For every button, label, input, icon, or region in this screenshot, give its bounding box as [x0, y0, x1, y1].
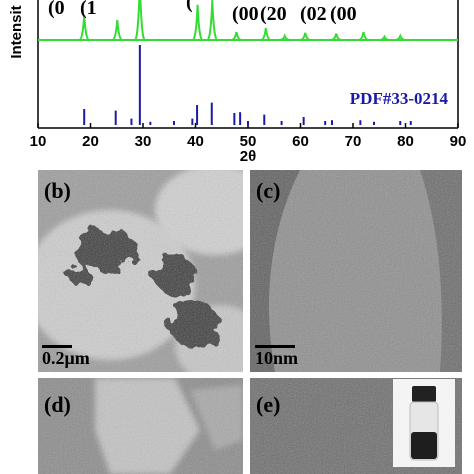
- xrd-peak: [111, 19, 123, 41]
- panel-label: (d): [44, 392, 71, 417]
- tem-image: [38, 170, 243, 372]
- hrtem-image: [250, 170, 462, 372]
- sem-image: [38, 378, 243, 474]
- peak-label: (20: [260, 3, 287, 25]
- xrd-peak: [379, 34, 390, 41]
- x-tick-label: 30: [135, 133, 152, 150]
- x-tick-label: 20: [82, 133, 99, 150]
- xrd-peak: [260, 27, 272, 41]
- panel-label: (c): [256, 178, 280, 203]
- xrd-peak: [300, 32, 311, 41]
- xrd-peak: [331, 33, 342, 41]
- xrd-peak: [279, 33, 290, 41]
- xrd-peak: [78, 15, 90, 41]
- x-tick-label: 10: [30, 133, 47, 150]
- xrd-peak: [206, 0, 218, 41]
- xrd-peak: [231, 31, 242, 41]
- x-tick-label: 70: [345, 133, 362, 150]
- peak-label: (0: [48, 0, 65, 19]
- legend-label: PDF#33-0214: [350, 89, 449, 108]
- xrd-peak: [358, 31, 369, 41]
- x-tick-label: 40: [187, 133, 204, 150]
- x-tick-label: 50: [240, 133, 257, 150]
- peak-label: (1: [80, 0, 97, 19]
- y-axis-label: Intensit: [8, 5, 25, 58]
- x-tick-label: 60: [292, 133, 309, 150]
- peak-label: (00: [232, 3, 259, 25]
- scale-bar: [255, 345, 295, 348]
- panel-label: (e): [256, 392, 280, 417]
- scale-bar-label: 0.2μm: [42, 348, 90, 368]
- scale-bar: [42, 345, 72, 348]
- xrd-peak: [133, 0, 146, 41]
- sem-image: [250, 378, 462, 474]
- x-axis-label: 2θ: [240, 148, 256, 165]
- xrd-chart: 10 20 30 40 50 60 70 80 90 2θ Intensit PDF#33-0214 (…: [8, 0, 466, 165]
- xrd-peak: [192, 4, 204, 41]
- peak-label: (02: [300, 3, 327, 25]
- x-tick-label: 90: [450, 133, 467, 150]
- x-tick-label: 80: [397, 133, 414, 150]
- peak-label: (00: [330, 3, 357, 25]
- peak-label: (: [186, 0, 193, 13]
- panel-label: (b): [44, 178, 71, 203]
- scale-bar-label: 10nm: [255, 348, 298, 368]
- xrd-peak: [395, 33, 406, 41]
